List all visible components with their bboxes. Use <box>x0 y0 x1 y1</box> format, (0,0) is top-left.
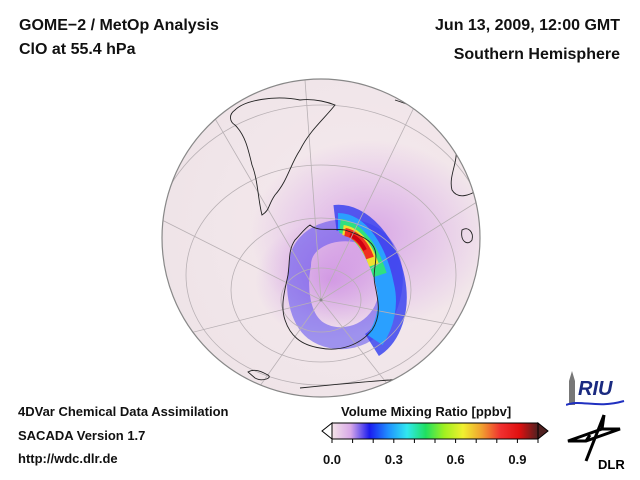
plot-region: Southern Hemisphere <box>453 46 620 63</box>
coast-antarctica <box>282 224 379 350</box>
footer-version: SACADA Version 1.7 <box>18 428 146 443</box>
colorbar-tick-label: 0.0 <box>322 452 342 467</box>
colorbar-extend-high <box>537 421 549 441</box>
colorbar <box>321 421 549 443</box>
plot-title: GOME−2 / MetOp Analysis <box>19 17 219 34</box>
graticule <box>162 79 480 397</box>
colorbar-extend-low <box>321 421 333 441</box>
colorbar-tick-label: 0.6 <box>446 452 465 467</box>
globe-outline <box>161 78 481 398</box>
coast-madagascar <box>461 228 473 244</box>
colorbar-tick-label: 0.3 <box>384 452 403 467</box>
colorbar-gradient <box>331 422 539 440</box>
footer-url[interactable]: http://wdc.dlr.de <box>18 451 118 466</box>
coast-south-america <box>230 97 336 216</box>
colorbar-label: Volume Mixing Ratio [ppbv] <box>341 404 512 419</box>
dlr-logo-text: DLR <box>598 457 625 472</box>
south-pole-marker <box>319 298 323 302</box>
footer-method: 4DVar Chemical Data Assimilation <box>18 404 229 419</box>
plot-species: ClO at 55.4 hPa <box>19 41 136 58</box>
colorbar-tick-label: 0.9 <box>508 452 527 467</box>
coast-island <box>247 369 270 381</box>
riu-logo: RIU <box>566 371 625 406</box>
riu-logo-text: RIU <box>578 378 613 400</box>
dlr-logo: DLR <box>567 414 625 472</box>
plot-datetime: Jun 13, 2009, 12:00 GMT <box>435 17 620 34</box>
